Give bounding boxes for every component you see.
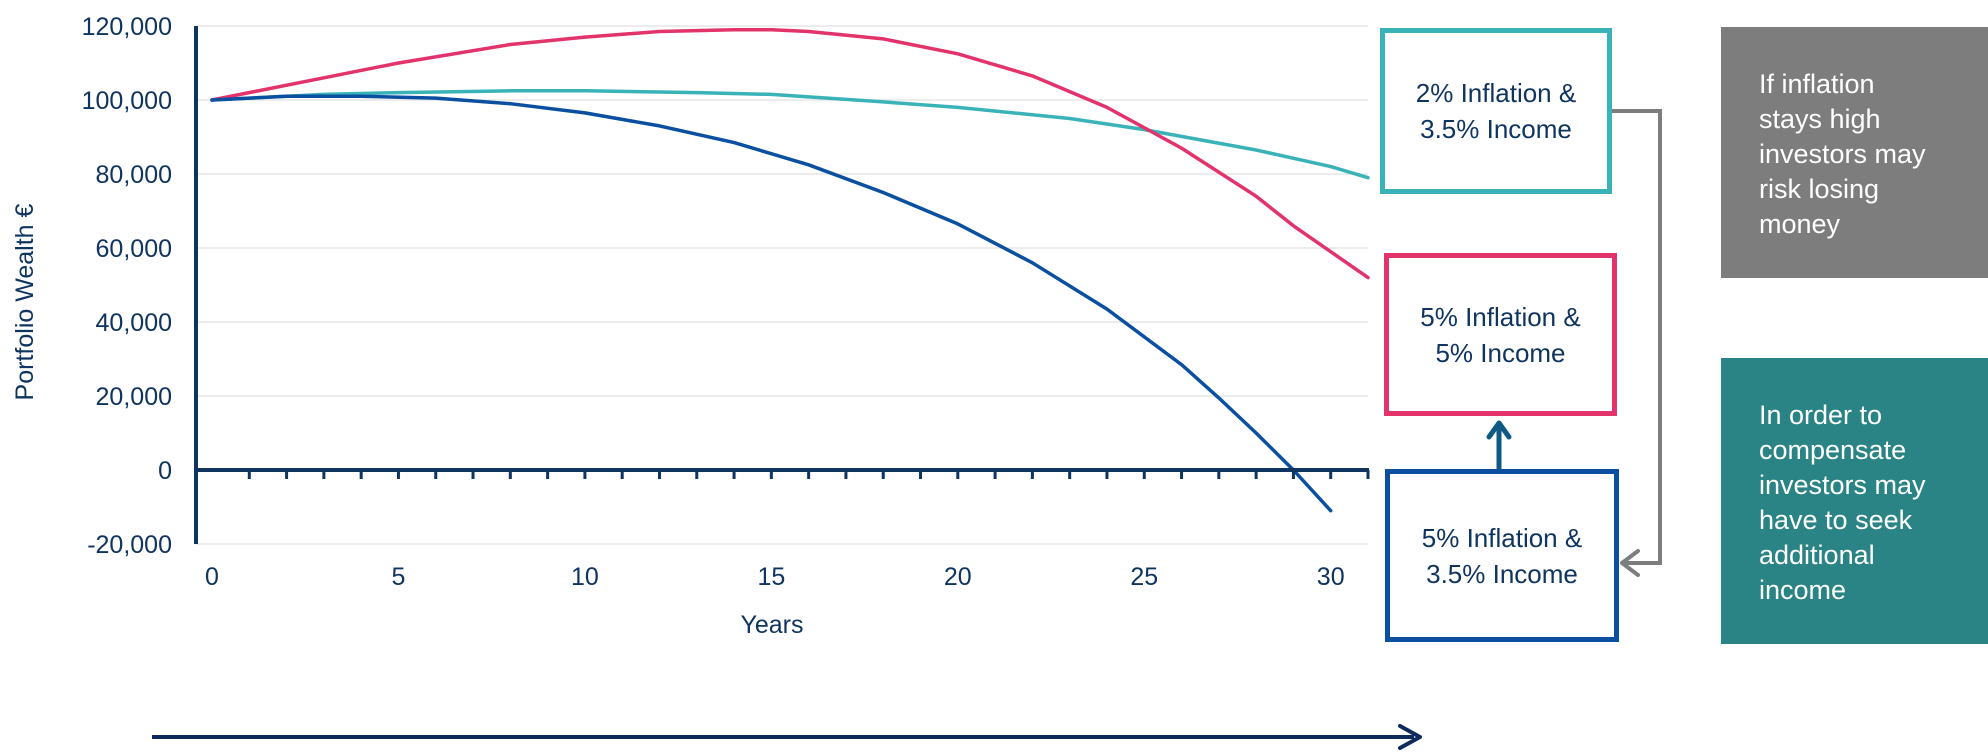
legend-item-5pct-inflation-5pct-income: 5% Inflation & 5% Income: [1384, 253, 1617, 416]
up-arrow-head: [1486, 420, 1512, 440]
y-tick-label: -20,000: [87, 531, 172, 559]
connector-arrowhead: [1620, 549, 1640, 577]
axes: [194, 26, 1370, 544]
connectors: [1486, 109, 1662, 577]
x-tick-label: 5: [391, 563, 405, 591]
timeline-arrow-head: [1398, 724, 1422, 750]
legend-item-2pct-inflation: 2% Inflation & 3.5% Income: [1380, 28, 1612, 194]
y-axis-title: Portfolio Wealth €: [11, 203, 39, 400]
connector-line: [1612, 109, 1662, 565]
x-tick-label: 25: [1130, 563, 1158, 591]
y-tick-labels: 120,000 100,000 80,000 60,000 40,000 20,000 0 -…: [82, 13, 172, 559]
x-tick-labels: 0 5 10 15 20 25 30: [205, 563, 1345, 591]
y-tick-label: 20,000: [96, 383, 172, 411]
note-high-inflation: If inflation stays high investors may ri…: [1721, 27, 1988, 278]
x-tick-label: 10: [571, 563, 599, 591]
y-tick-label: 120,000: [82, 13, 172, 41]
y-tick-label: 0: [158, 457, 172, 485]
y-tick-label: 100,000: [82, 87, 172, 115]
x-tick-label: 20: [944, 563, 972, 591]
grid: [196, 25, 1368, 545]
series-lines: [210, 27, 1370, 513]
legend-item-5pct-inflation-3-5pct-income: 5% Inflation & 3.5% Income: [1385, 469, 1619, 642]
series-line: [210, 27, 1370, 280]
x-tick-label: 0: [205, 563, 219, 591]
series-line: [210, 94, 1333, 513]
x-tick-label: 30: [1317, 563, 1345, 591]
series-line: [210, 89, 1370, 180]
x-axis-title: Years: [740, 611, 803, 639]
y-tick-label: 40,000: [96, 309, 172, 337]
y-tick-label: 80,000: [96, 161, 172, 189]
x-tick-label: 15: [757, 563, 785, 591]
note-seek-income: In order to compensate investors may hav…: [1721, 358, 1988, 644]
y-tick-label: 60,000: [96, 235, 172, 263]
